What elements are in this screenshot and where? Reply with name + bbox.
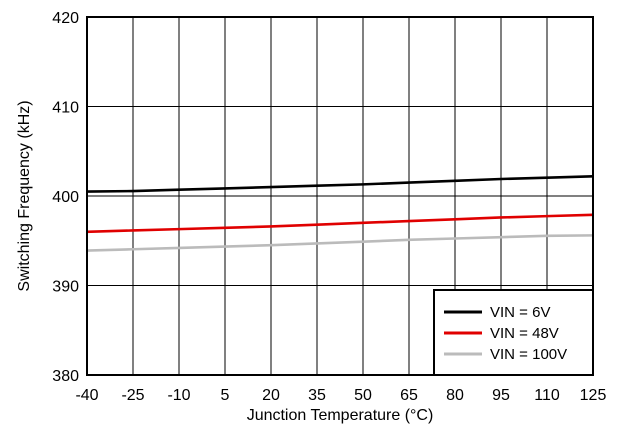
series-line-2 [86,213,594,234]
legend: VIN = 6V VIN = 48V VIN = 100V [433,289,594,376]
x-tick-label: 80 [446,387,464,404]
y-tick-labels: 380 390 400 410 420 [52,10,79,385]
x-tick-label: 65 [400,387,418,404]
x-tick-label: 125 [580,387,607,404]
x-tick-label: -10 [167,387,190,404]
y-tick-label: 420 [52,10,79,27]
y-tick-label: 380 [52,368,79,385]
y-tick-label: 410 [52,100,79,117]
series-lines [86,175,594,252]
legend-label: VIN = 48V [490,325,559,342]
x-tick-label: 110 [534,387,560,404]
legend-label: VIN = 100V [490,346,567,363]
x-tick-label: 5 [221,387,230,404]
x-tick-label: -40 [75,387,98,404]
legend-label: VIN = 6V [490,304,550,321]
plot-frame [86,16,594,376]
x-tick-labels: -40 -25 -10 5 20 35 50 65 80 95 110 125 [75,387,606,404]
x-axis-label: Junction Temperature (°C) [247,407,434,424]
y-tick-label: 400 [52,189,79,206]
y-tick-label: 390 [52,279,79,296]
series-line-3 [86,234,594,252]
x-tick-label: 95 [492,387,510,404]
x-tick-label: 20 [262,387,280,404]
series-line-1 [86,175,594,193]
y-axis-label: Switching Frequency (kHz) [16,100,33,291]
x-tick-label: 50 [354,387,372,404]
x-tick-label: -25 [121,387,144,404]
x-tick-label: 35 [308,387,326,404]
